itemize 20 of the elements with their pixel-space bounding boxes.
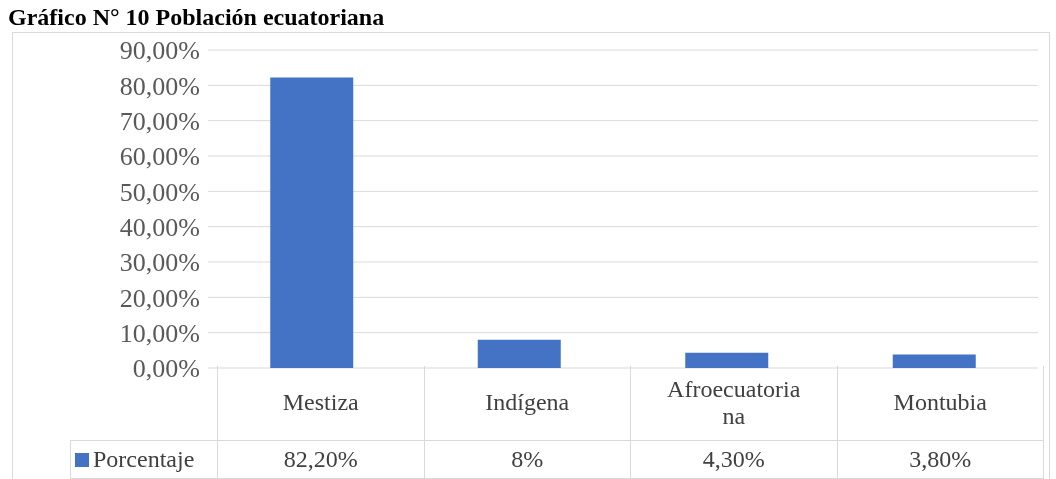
y-tick-label: 10,00% bbox=[119, 318, 200, 348]
chart-title: Gráfico N° 10 Población ecuatoriana bbox=[8, 4, 385, 31]
x-tick-label: Afroecuatoriana bbox=[666, 375, 802, 430]
y-tick-label: 50,00% bbox=[119, 177, 200, 207]
legend-label: Porcentaje bbox=[92, 445, 195, 472]
y-tick-label: 90,00% bbox=[119, 36, 200, 66]
x-tick-label: Mestiza bbox=[281, 389, 360, 417]
x-tick-label: Indígena bbox=[484, 389, 571, 417]
y-tick-label: 40,00% bbox=[119, 212, 200, 242]
data-label: 82,20% bbox=[217, 440, 424, 478]
data-label: 8% bbox=[424, 440, 631, 478]
y-tick-label: 60,00% bbox=[119, 142, 200, 172]
y-tick-label: 20,00% bbox=[119, 283, 200, 313]
y-tick-label: 0,00% bbox=[132, 354, 200, 384]
data-label: 4,30% bbox=[630, 440, 837, 478]
y-tick-label: 30,00% bbox=[119, 248, 200, 278]
x-tick-label: Montubia bbox=[892, 389, 988, 417]
data-label: 3,80% bbox=[837, 440, 1044, 478]
y-tick-label: 80,00% bbox=[119, 71, 200, 101]
y-tick-label: 70,00% bbox=[119, 106, 200, 136]
